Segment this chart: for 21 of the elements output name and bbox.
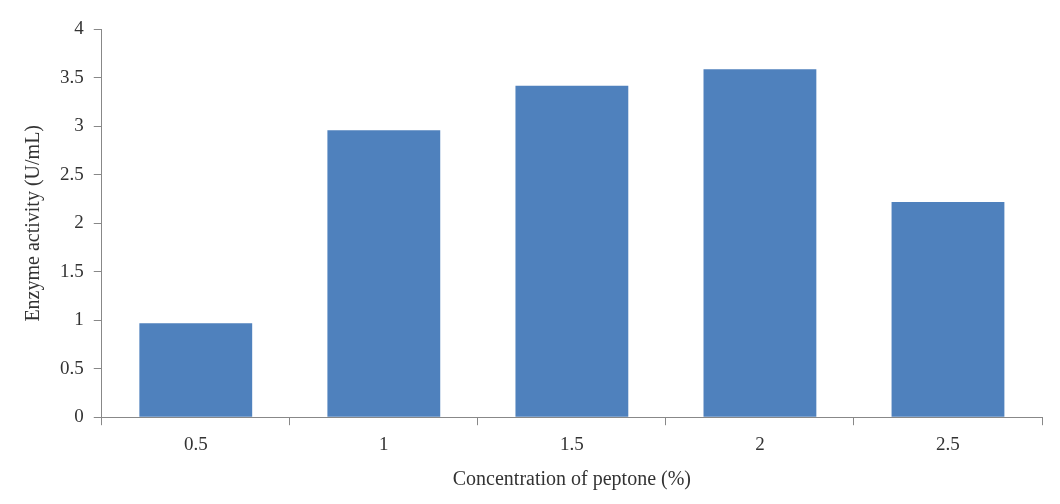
x-tick-label: 2 <box>755 432 765 454</box>
x-tick-label: 0.5 <box>183 432 208 454</box>
bar <box>327 130 441 417</box>
y-tick-label: 2 <box>74 211 84 233</box>
y-tick-label: 1.5 <box>60 259 84 281</box>
y-tick-label: 3.5 <box>60 65 84 87</box>
y-tick-label: 1 <box>74 308 84 330</box>
bar <box>515 85 629 417</box>
y-tick-label: 2.5 <box>60 162 84 184</box>
bar <box>703 69 817 417</box>
y-tick-label: 0.5 <box>60 356 84 378</box>
x-tick-label: 1 <box>379 432 389 454</box>
bar <box>139 323 253 417</box>
y-axis-title: Enzyme activity (U/mL) <box>21 125 45 322</box>
x-tick-label: 2.5 <box>936 432 960 454</box>
x-tick-label: 1.5 <box>560 432 584 454</box>
y-tick-label: 4 <box>74 17 85 39</box>
bar <box>891 201 1005 417</box>
y-tick-label: 3 <box>74 114 84 136</box>
y-tick-label: 0 <box>74 405 84 427</box>
x-axis-title: Concentration of peptone (%) <box>452 467 692 491</box>
